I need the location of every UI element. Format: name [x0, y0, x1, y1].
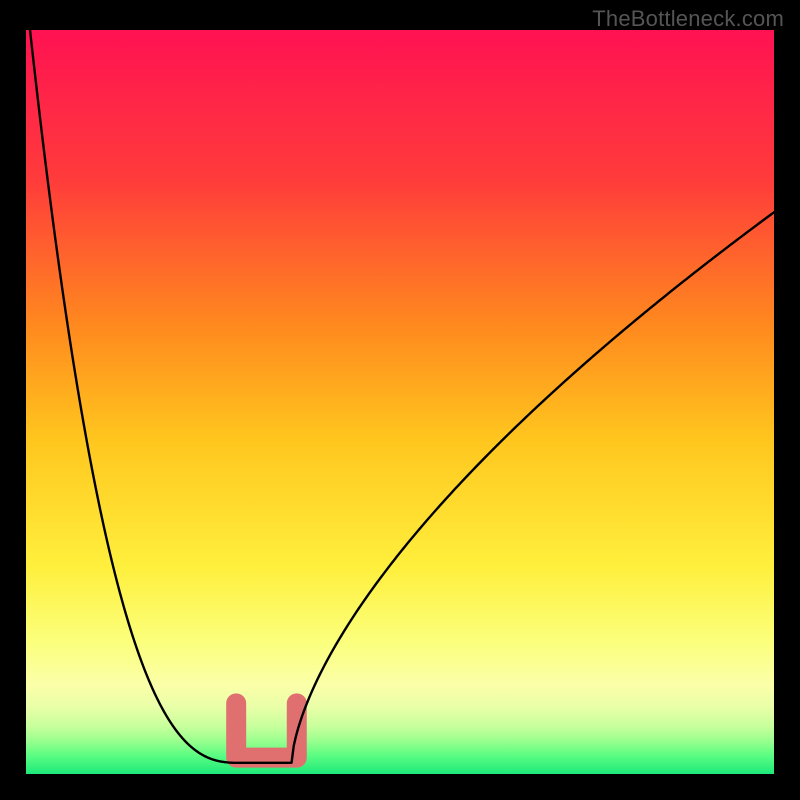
- gradient-background: [26, 30, 774, 774]
- plot-area: [26, 0, 774, 774]
- watermark-text: TheBottleneck.com: [592, 6, 784, 32]
- chart-frame: TheBottleneck.com: [0, 0, 800, 800]
- chart-svg: [0, 0, 800, 800]
